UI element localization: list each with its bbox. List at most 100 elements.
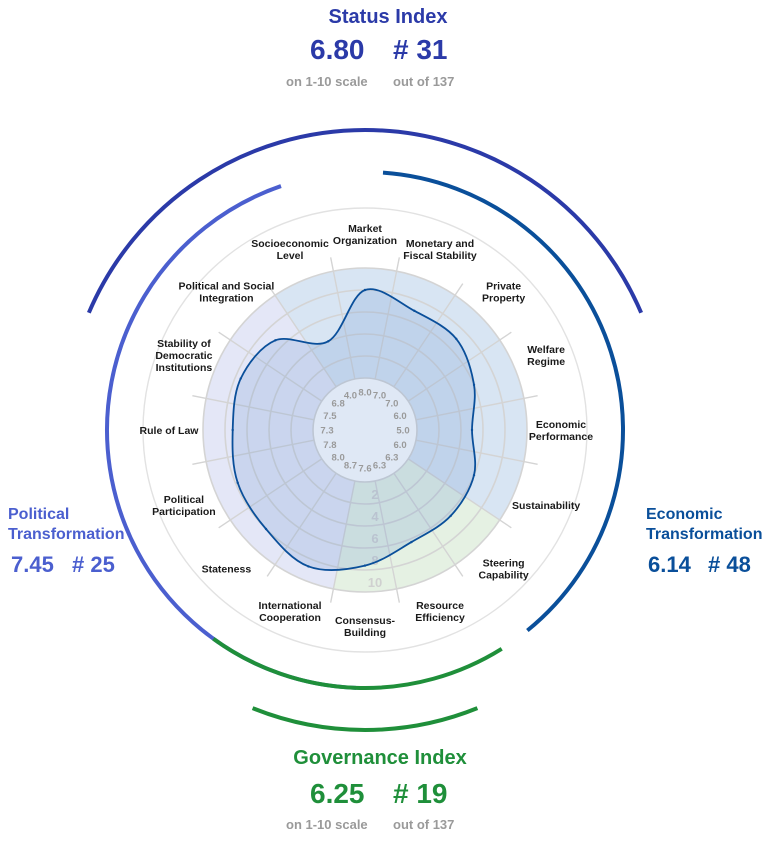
economic-score: 6.14 <box>648 552 691 577</box>
economic-transformation-title: Economic Transformation <box>646 505 762 545</box>
data-point-1 <box>413 309 416 313</box>
category-label-11: Political Participation <box>152 494 216 518</box>
sector-fill-12 <box>202 398 314 462</box>
grid-ring-5 <box>202 267 528 593</box>
data-point-3 <box>472 383 476 387</box>
status-index-score: 6.80 <box>310 34 365 65</box>
economic-title-line1: Economic <box>646 506 723 523</box>
value-label-6: 6.3 <box>385 452 398 463</box>
grid-spoke-2 <box>393 283 464 388</box>
economic-title-line2: Transformation <box>646 526 763 543</box>
sector-fill-9 <box>274 473 355 589</box>
governance-index-rank: # 19 <box>393 778 448 809</box>
value-label-14: 6.8 <box>332 399 345 410</box>
sector-fill-14 <box>230 295 337 402</box>
grid-ring-0 <box>312 377 418 483</box>
grid-spoke-3 <box>407 331 512 402</box>
sector-fill-11 <box>206 440 322 521</box>
grid-ring-2 <box>268 333 462 527</box>
category-label-2: Private Property <box>482 280 525 304</box>
category-label-12: Rule of Law <box>140 425 200 437</box>
economic-rank: # 48 <box>708 552 751 577</box>
political-title-line1: Political <box>8 506 70 523</box>
governance-score-caption: on 1-10 scale <box>286 817 368 832</box>
grid-spoke-15 <box>266 283 337 388</box>
value-label-8: 7.6 <box>358 464 371 475</box>
political-transformation-title: Political Transformation <box>8 505 124 545</box>
data-point-11 <box>236 481 239 484</box>
status-index-arc <box>87 128 643 314</box>
grid-spoke-14 <box>218 331 323 402</box>
data-point-12 <box>231 428 234 432</box>
governance-inner-arc <box>212 637 503 690</box>
grid-spoke-10 <box>266 472 337 577</box>
value-label-15: 4.0 <box>344 390 357 401</box>
scale-tick-2: 2 <box>371 487 378 502</box>
sector-fill-6 <box>393 458 500 565</box>
data-point-13 <box>239 377 242 380</box>
grid-spoke-11 <box>218 458 323 529</box>
category-label-14: Political and Social Integration <box>179 280 275 304</box>
status-score-caption: on 1-10 scale <box>286 74 368 89</box>
value-label-7: 6.3 <box>373 461 386 472</box>
political-score: 7.45 <box>11 552 54 577</box>
data-point-8 <box>363 564 367 567</box>
category-label-1: Monetary and Fiscal Stability <box>403 238 477 262</box>
value-label-1: 7.0 <box>373 390 386 401</box>
grid-spoke-1 <box>374 257 401 380</box>
sector-fill-2 <box>393 295 500 402</box>
grid-spoke-0 <box>329 257 356 380</box>
value-label-10: 8.0 <box>332 452 345 463</box>
scale-tick-4: 4 <box>371 509 379 524</box>
data-point-4 <box>470 428 474 432</box>
sector-fill-10 <box>230 458 337 565</box>
outer-grid-ring <box>142 207 588 653</box>
grid-spoke-7 <box>393 472 464 577</box>
value-label-2: 7.0 <box>385 399 398 410</box>
sector-fill-15 <box>274 271 355 387</box>
political-title-line2: Transformation <box>8 526 125 543</box>
grid-spoke-8 <box>374 480 401 603</box>
value-label-4: 5.0 <box>396 426 409 437</box>
category-label-0: Market Organization <box>333 223 397 247</box>
sector-fill-3 <box>408 339 524 420</box>
category-label-8: Consensus-Building <box>335 615 396 639</box>
value-label-13: 7.5 <box>323 411 337 422</box>
data-point-7 <box>410 540 413 544</box>
governance-index-score: 6.25 <box>310 778 365 809</box>
category-label-15: Socioeconomic Level <box>251 238 329 262</box>
category-label-6: Steering Capability <box>478 558 528 582</box>
governance-rank-caption: out of 137 <box>393 817 455 832</box>
data-point-14 <box>274 339 277 342</box>
grid-spoke-13 <box>192 394 315 421</box>
data-point-5 <box>472 473 476 477</box>
scale-tick-6: 6 <box>371 531 378 546</box>
sector-fill-8 <box>333 481 397 593</box>
data-point-0 <box>363 288 367 292</box>
category-label-7: Resource Efficiency <box>415 600 465 624</box>
value-label-9: 8.7 <box>344 461 357 472</box>
status-index-title: Status Index <box>328 6 448 28</box>
governance-index-arc <box>251 706 479 732</box>
value-label-5: 6.0 <box>393 440 406 451</box>
data-point-2 <box>455 337 458 340</box>
data-point-9 <box>307 565 310 568</box>
sector-fill-7 <box>375 473 456 589</box>
grid-spoke-5 <box>415 439 538 466</box>
grid-spoke-12 <box>192 439 315 466</box>
sector-fill-0 <box>333 268 397 379</box>
category-label-13: Stability of Democratic Institutions <box>155 338 212 374</box>
category-label-4: Economic Performance <box>529 419 593 443</box>
status-index-rank: # 31 <box>393 34 448 65</box>
value-label-0: 8.0 <box>358 388 371 399</box>
category-label-10: Stateness <box>202 564 252 576</box>
grid-spoke-9 <box>329 480 356 603</box>
category-label-3: Welfare Regime <box>527 344 565 368</box>
governance-index-title: Governance Index <box>293 747 467 769</box>
scale-tick-10: 10 <box>368 575 382 590</box>
data-point-6 <box>449 514 452 517</box>
value-label-3: 6.0 <box>393 411 406 422</box>
value-label-12: 7.3 <box>320 426 333 437</box>
value-label-11: 7.8 <box>323 440 336 451</box>
